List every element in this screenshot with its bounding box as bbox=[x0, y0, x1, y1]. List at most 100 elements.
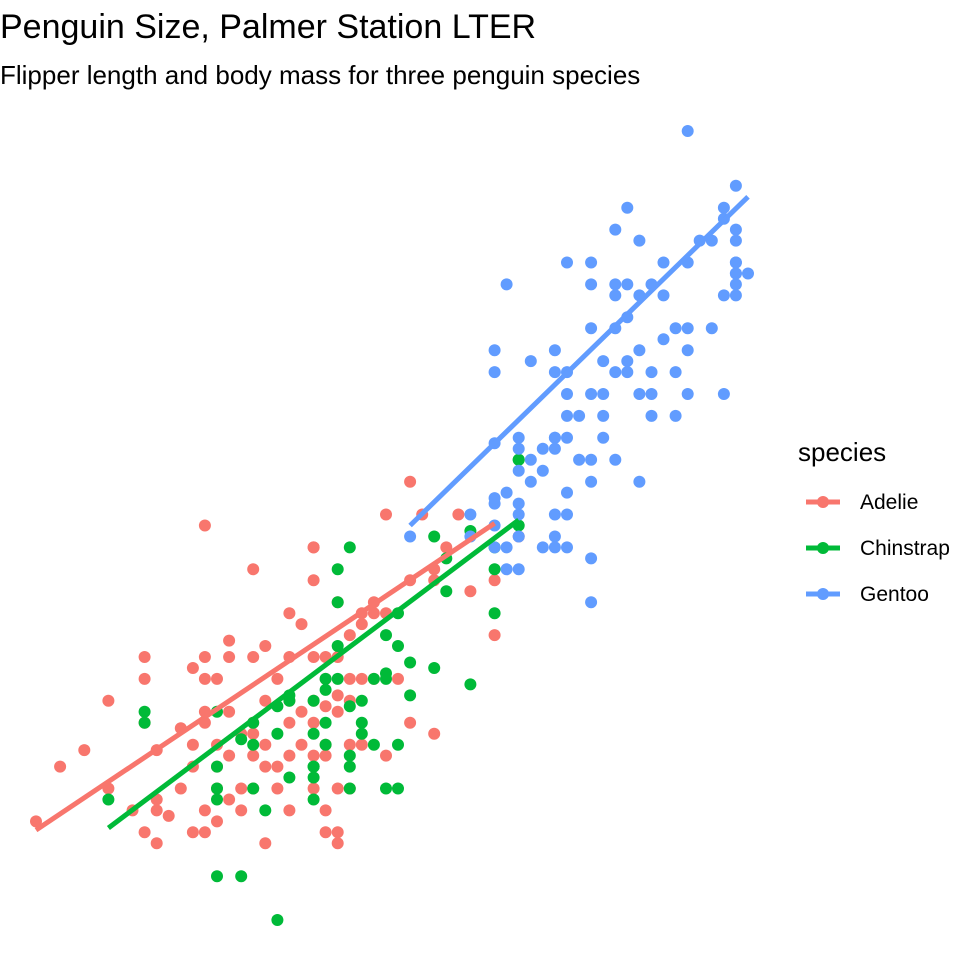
gentoo-point-83 bbox=[681, 344, 694, 357]
gentoo-point-16 bbox=[512, 508, 525, 521]
gentoo-point-20 bbox=[512, 563, 525, 576]
gentoo-point-36 bbox=[561, 508, 573, 521]
adelie-point-84 bbox=[331, 837, 344, 850]
chinstrap-point-15 bbox=[271, 914, 284, 926]
legend-title: species bbox=[798, 437, 886, 467]
adelie-point-18 bbox=[186, 738, 199, 751]
adelie-point-50 bbox=[259, 640, 272, 652]
adelie-point-27 bbox=[198, 519, 211, 532]
chinstrap-point-52 bbox=[404, 656, 417, 669]
gentoo-point-99 bbox=[729, 234, 742, 247]
gentoo-point-29 bbox=[548, 366, 561, 379]
legend-item-adelie: Adelie bbox=[806, 491, 918, 514]
legend-label-chinstrap: Chinstrap bbox=[860, 537, 950, 560]
chinstrap-point-26 bbox=[319, 672, 332, 685]
gentoo-point-50 bbox=[585, 322, 598, 335]
adelie-point-47 bbox=[259, 837, 272, 850]
adelie-point-60 bbox=[283, 716, 296, 729]
gentoo-point-66 bbox=[621, 366, 634, 379]
adelie-point-109 bbox=[440, 541, 453, 554]
chinstrap-point-27 bbox=[319, 683, 332, 696]
gentoo-point-78 bbox=[657, 333, 670, 346]
adelie-point-85 bbox=[331, 826, 344, 839]
adelie-point-44 bbox=[247, 651, 260, 663]
gentoo-point-22 bbox=[524, 475, 537, 488]
gentoo-point-18 bbox=[512, 497, 525, 510]
adelie-point-111 bbox=[464, 585, 477, 598]
gentoo-point-15 bbox=[512, 464, 525, 477]
adelie-point-8 bbox=[138, 651, 151, 663]
gentoo-point-77 bbox=[657, 289, 670, 302]
gentoo-point-100 bbox=[729, 267, 742, 280]
chinstrap-point-9 bbox=[235, 733, 248, 746]
gentoo-point-59 bbox=[609, 278, 622, 291]
chinstrap-point-37 bbox=[343, 541, 356, 554]
chinstrap-point-21 bbox=[307, 771, 320, 784]
gentoo-point-52 bbox=[585, 453, 598, 466]
chinstrap-point-16 bbox=[271, 727, 284, 740]
adelie-point-72 bbox=[319, 700, 332, 713]
gentoo-point-80 bbox=[669, 366, 682, 379]
adelie-point-33 bbox=[223, 793, 236, 806]
adelie-point-58 bbox=[283, 607, 296, 620]
adelie-point-48 bbox=[259, 760, 272, 773]
gentoo-point-8 bbox=[488, 541, 501, 554]
gentoo-point-17 bbox=[512, 530, 525, 543]
gentoo-point-64 bbox=[621, 278, 634, 291]
gentoo-point-51 bbox=[585, 278, 598, 291]
adelie-point-36 bbox=[223, 634, 236, 647]
adelie-point-82 bbox=[331, 782, 344, 795]
gentoo-point-9 bbox=[488, 492, 501, 505]
gentoo-point-103 bbox=[729, 179, 742, 192]
gentoo-point-40 bbox=[561, 431, 573, 444]
chinstrap-point-61 bbox=[488, 563, 501, 576]
adelie-point-76 bbox=[319, 826, 332, 839]
adelie-point-77 bbox=[319, 749, 332, 762]
adelie-point-88 bbox=[343, 738, 356, 751]
adelie-point-83 bbox=[331, 705, 344, 718]
adelie-point-65 bbox=[307, 782, 320, 795]
adelie-point-37 bbox=[223, 651, 236, 663]
chinstrap-point-25 bbox=[307, 694, 320, 707]
adelie-point-93 bbox=[355, 618, 368, 631]
adelie-point-98 bbox=[380, 749, 392, 762]
chinstrap-point-24 bbox=[307, 760, 320, 773]
chinstrap-point-23 bbox=[307, 727, 320, 740]
gentoo-point-47 bbox=[585, 596, 598, 609]
gentoo-point-24 bbox=[536, 464, 549, 477]
chinstrap-point-8 bbox=[235, 870, 248, 883]
chinstrap-point-58 bbox=[464, 678, 477, 691]
adelie-point-34 bbox=[223, 705, 236, 718]
adelie-point-66 bbox=[307, 749, 320, 762]
adelie-point-96 bbox=[367, 607, 380, 620]
adelie-point-110 bbox=[452, 508, 465, 521]
chinstrap-point-0 bbox=[102, 793, 115, 806]
adelie-point-101 bbox=[392, 672, 404, 685]
gentoo-point-43 bbox=[573, 409, 586, 422]
adelie-point-104 bbox=[404, 475, 417, 488]
gentoo-point-82 bbox=[669, 322, 682, 335]
adelie-point-52 bbox=[271, 672, 284, 685]
gentoo-point-3 bbox=[488, 366, 501, 379]
adelie-point-1 bbox=[54, 760, 67, 773]
gentoo-point-26 bbox=[536, 541, 549, 554]
chinstrap-point-38 bbox=[343, 782, 356, 795]
gentoo-point-93 bbox=[717, 201, 730, 214]
gentoo-point-45 bbox=[585, 256, 598, 269]
chinstrap-point-2 bbox=[138, 705, 151, 718]
gentoo-point-39 bbox=[561, 388, 573, 400]
chinstrap-point-22 bbox=[307, 793, 320, 806]
adelie-point-24 bbox=[198, 826, 211, 839]
gentoo-point-72 bbox=[633, 234, 646, 247]
gentoo-point-61 bbox=[609, 453, 622, 466]
adelie-point-7 bbox=[138, 672, 151, 685]
adelie-point-9 bbox=[138, 826, 151, 839]
chinstrap-point-45 bbox=[380, 782, 392, 795]
chinstrap-point-6 bbox=[211, 793, 223, 806]
adelie-point-35 bbox=[223, 749, 236, 762]
chinstrap-point-46 bbox=[380, 629, 392, 642]
chinstrap-point-48 bbox=[392, 640, 404, 652]
chinstrap-point-39 bbox=[355, 727, 368, 740]
gentoo-point-13 bbox=[500, 541, 513, 554]
